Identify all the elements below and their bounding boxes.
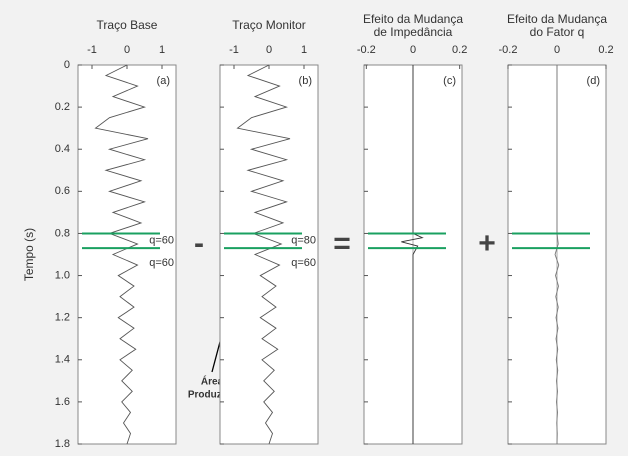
y-tick-label: 0.8: [55, 227, 70, 239]
x-tick-label: 0.2: [452, 44, 467, 56]
annotation: Área: [201, 375, 224, 388]
x-tick-label: -0.2: [499, 44, 518, 56]
chart-title: Traço Base: [97, 18, 158, 32]
horizon-label: q=60: [149, 234, 174, 246]
trace: [236, 64, 291, 445]
operator: -: [194, 227, 204, 260]
y-tick-label: 0: [64, 59, 70, 71]
operator: +: [478, 227, 496, 260]
x-tick-label: 1: [159, 44, 165, 56]
y-tick-label: 1.6: [55, 396, 70, 408]
x-tick-label: -0.2: [357, 44, 376, 56]
y-tick-label: 1.2: [55, 312, 70, 324]
y-tick-label: 1.0: [55, 269, 70, 281]
x-tick-label: -1: [87, 44, 97, 56]
y-tick-label: 0.2: [55, 101, 70, 113]
panel-label: (b): [299, 75, 312, 87]
y-axis-label: Tempo (s): [22, 228, 36, 281]
horizon-label: q=60: [149, 257, 174, 269]
x-tick-label: 0.2: [598, 44, 613, 56]
chart-title: de Impedância: [374, 25, 453, 39]
y-tick-label: 0.4: [55, 143, 70, 155]
plot-area: [77, 64, 177, 445]
chart-title: Efeito da Mudança: [363, 12, 463, 26]
trace: [401, 65, 424, 444]
panel-label: (a): [157, 75, 170, 87]
x-tick-label: 0: [554, 44, 560, 56]
plot-area: [219, 64, 319, 445]
annotation: Produzida: [188, 390, 237, 401]
x-tick-label: 0: [124, 44, 130, 56]
x-tick-label: 0: [266, 44, 272, 56]
horizon-label: q=60: [291, 257, 316, 269]
x-tick-label: -1: [229, 44, 239, 56]
chart-title: Traço Monitor: [232, 18, 306, 32]
chart-title: do Fator q: [530, 25, 585, 39]
trace: [94, 64, 149, 445]
panel-label: (c): [443, 75, 456, 87]
horizon-label: q=80: [291, 234, 316, 246]
panel-label: (d): [587, 75, 600, 87]
x-tick-label: 1: [301, 44, 307, 56]
y-tick-label: 1.8: [55, 438, 70, 450]
operator: =: [333, 227, 351, 260]
chart-title: Efeito da Mudança: [507, 12, 607, 26]
x-tick-label: 0: [410, 44, 416, 56]
y-tick-label: 1.4: [55, 354, 70, 366]
y-tick-label: 0.6: [55, 185, 70, 197]
trace: [554, 65, 560, 445]
